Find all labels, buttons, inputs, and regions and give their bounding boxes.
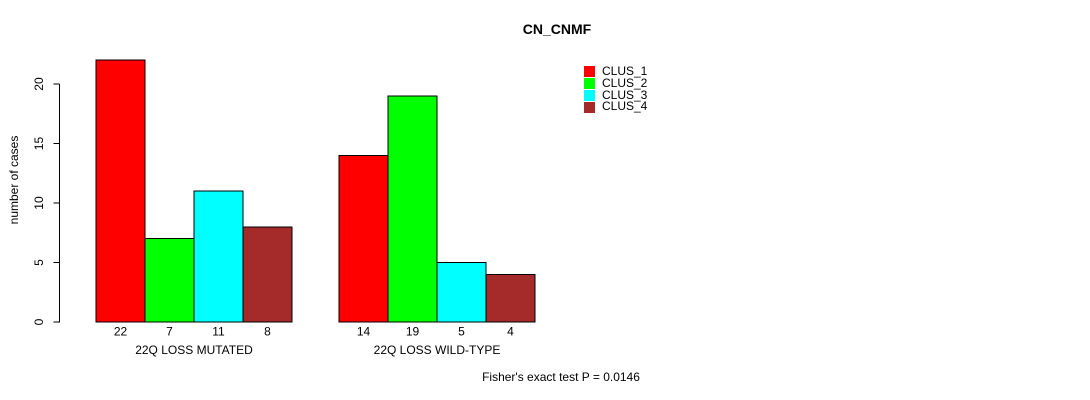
- legend-label: CLUS_1: [602, 64, 648, 78]
- legend-item: CLUS_4: [584, 99, 648, 114]
- y-tick-label: 5: [32, 259, 46, 266]
- fisher-test-annotation: Fisher's exact test P = 0.0146: [482, 370, 640, 384]
- bar-clus_3: [436, 262, 487, 323]
- bar-clus_1: [95, 59, 146, 323]
- bar-clus_2: [387, 95, 438, 323]
- legend-swatch: [584, 78, 595, 90]
- y-tick-label: 15: [32, 137, 46, 151]
- y-tick-label: 20: [32, 77, 46, 91]
- legend-label: CLUS_2: [602, 75, 648, 90]
- bar-value-label: 7: [166, 325, 173, 339]
- group-label: 22Q LOSS WILD-TYPE: [374, 343, 501, 357]
- legend: CLUS_1 CLUS_2 CLUS_3 CLUS_4: [584, 64, 648, 114]
- chart-title: CN_CNMF: [522, 21, 592, 37]
- bar-value-label: 11: [212, 325, 225, 339]
- bar-clus_2: [144, 238, 195, 323]
- bar-value-label: 4: [507, 325, 514, 339]
- legend-swatch: [584, 89, 595, 101]
- bar-clus_3: [193, 190, 244, 323]
- legend-item: CLUS_3: [584, 87, 648, 102]
- y-axis-label: number of cases: [7, 135, 21, 225]
- bar-clus_4: [485, 273, 536, 323]
- bar-value-label: 22: [114, 325, 128, 339]
- legend-swatch: [584, 66, 595, 78]
- group-label: 22Q LOSS MUTATED: [135, 343, 253, 357]
- legend-label: CLUS_4: [602, 99, 648, 114]
- legend-item: CLUS_2: [584, 75, 648, 90]
- bar-value-label: 14: [357, 325, 371, 339]
- bar-clus_4: [242, 226, 293, 323]
- legend-swatch: [584, 101, 595, 113]
- bar-value-label: 8: [264, 325, 271, 339]
- y-tick-label: 10: [32, 196, 46, 210]
- bar-value-label: 19: [406, 325, 420, 339]
- legend-item: CLUS_1: [584, 64, 648, 78]
- bar-value-label: 5: [458, 325, 465, 339]
- legend-label: CLUS_3: [602, 87, 648, 102]
- y-tick-label: 0: [32, 318, 46, 325]
- bar-clus_1: [338, 154, 389, 323]
